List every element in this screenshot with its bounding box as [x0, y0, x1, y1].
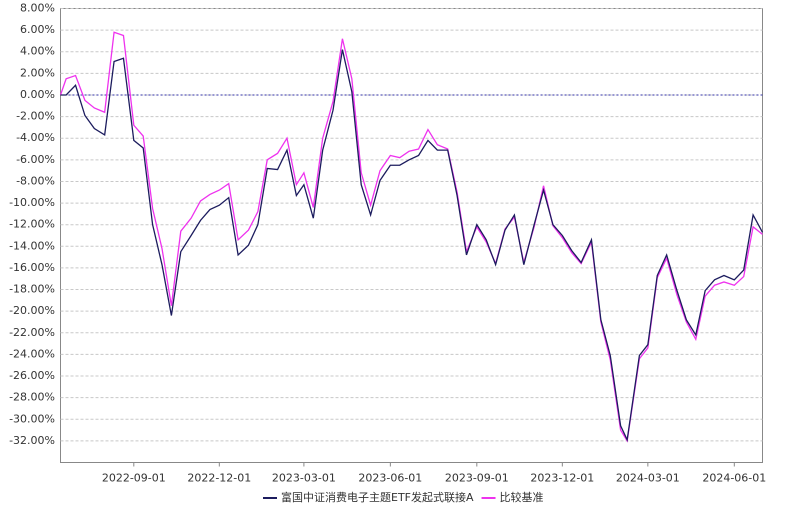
- y-tick-label: -30.00%: [9, 412, 55, 425]
- y-tick-label: -16.00%: [9, 261, 55, 274]
- y-tick-label: -14.00%: [9, 239, 55, 252]
- y-tick-label: 8.00%: [20, 2, 55, 15]
- y-tick-label: -2.00%: [16, 110, 55, 123]
- y-tick-label: -18.00%: [9, 283, 55, 296]
- x-tick-label: 2024-03-01: [616, 472, 680, 485]
- x-tick-label: 2022-09-01: [102, 472, 166, 485]
- series-line: [59, 31, 763, 443]
- x-tick-label: 2023-06-01: [358, 472, 422, 485]
- y-tick-label: -10.00%: [9, 196, 55, 209]
- y-tick-label: 4.00%: [20, 45, 55, 58]
- x-tick-label: 2023-09-01: [445, 472, 509, 485]
- y-tick-label: -20.00%: [9, 304, 55, 317]
- y-tick-label: -22.00%: [9, 326, 55, 339]
- y-tick-label: -26.00%: [9, 369, 55, 382]
- series-line: [60, 49, 764, 443]
- y-tick-label: -6.00%: [16, 153, 55, 166]
- y-tick-label: -4.00%: [16, 131, 55, 144]
- legend-label: 富国中证消费电子主题ETF发起式联接A: [281, 490, 474, 504]
- y-tick-label: -8.00%: [16, 174, 55, 187]
- y-tick-label: 6.00%: [20, 23, 55, 36]
- x-tick-label: 2023-03-01: [272, 472, 336, 485]
- legend-label: 比较基准: [500, 490, 544, 504]
- y-tick-label: -24.00%: [9, 347, 55, 360]
- plot-frame: [60, 8, 763, 463]
- y-tick-label: -12.00%: [9, 218, 55, 231]
- y-tick-label: -32.00%: [9, 434, 55, 447]
- y-tick-label: -28.00%: [9, 391, 55, 404]
- x-tick-label: 2024-06-01: [702, 472, 766, 485]
- x-tick-label: 2022-12-01: [187, 472, 251, 485]
- y-tick-label: 2.00%: [20, 66, 55, 79]
- x-tick-label: 2023-12-01: [530, 472, 594, 485]
- y-tick-label: 0.00%: [20, 88, 55, 101]
